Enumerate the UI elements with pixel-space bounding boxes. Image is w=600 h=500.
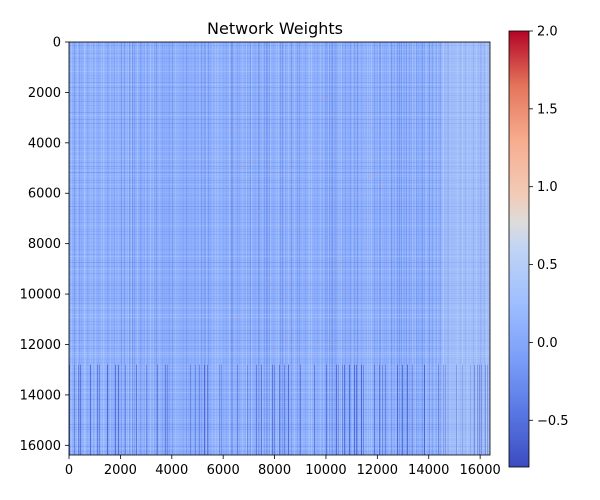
colorbar-tick-label: 1.0 xyxy=(537,180,558,195)
x-tick-label: 8000 xyxy=(258,463,291,478)
chart-title: Network Weights xyxy=(207,19,343,38)
y-tick-label: 10000 xyxy=(20,288,61,303)
heatmap-warm-speckles xyxy=(223,92,392,357)
x-tick-label: 4000 xyxy=(155,463,188,478)
colorbar-tick-label: −0.5 xyxy=(537,414,569,429)
heatmap-plot-area xyxy=(69,42,490,455)
x-axis: 0 2000 4000 6000 8000 10000 12000 14000 16000 xyxy=(65,455,501,478)
x-tick-label: 16000 xyxy=(459,463,500,478)
y-tick-label: 14000 xyxy=(20,388,61,403)
colorbar-tick-label: 1.5 xyxy=(537,102,558,117)
y-tick-label: 8000 xyxy=(28,237,61,252)
x-tick-label: 10000 xyxy=(305,463,346,478)
colorbar xyxy=(508,30,530,468)
colorbar-axis: −0.5 0.0 0.5 1.0 1.5 2.0 xyxy=(529,25,569,429)
y-tick-label: 4000 xyxy=(28,136,61,151)
x-tick-label: 6000 xyxy=(207,463,240,478)
x-tick-label: 14000 xyxy=(408,463,449,478)
heatmap-bottom-band xyxy=(69,364,488,455)
colorbar-tick-label: 0.5 xyxy=(537,258,558,273)
x-tick-label: 12000 xyxy=(357,463,398,478)
heatmap-light-patch xyxy=(441,42,490,455)
plot-frame xyxy=(68,41,491,456)
colorbar-tick-label: 2.0 xyxy=(537,25,558,40)
y-tick-label: 12000 xyxy=(20,338,61,353)
x-tick-label: 0 xyxy=(65,463,73,478)
heatmap-column-streaks xyxy=(69,42,490,455)
x-tick-label: 2000 xyxy=(104,463,137,478)
colorbar-tick-label: 0.0 xyxy=(537,336,558,351)
y-tick-label: 6000 xyxy=(28,187,61,202)
y-tick-label: 16000 xyxy=(20,439,61,454)
y-tick-label: 0 xyxy=(53,36,61,51)
y-axis: 0 2000 4000 6000 8000 10000 12000 14000 16000 xyxy=(20,36,69,454)
y-tick-label: 2000 xyxy=(28,86,61,101)
